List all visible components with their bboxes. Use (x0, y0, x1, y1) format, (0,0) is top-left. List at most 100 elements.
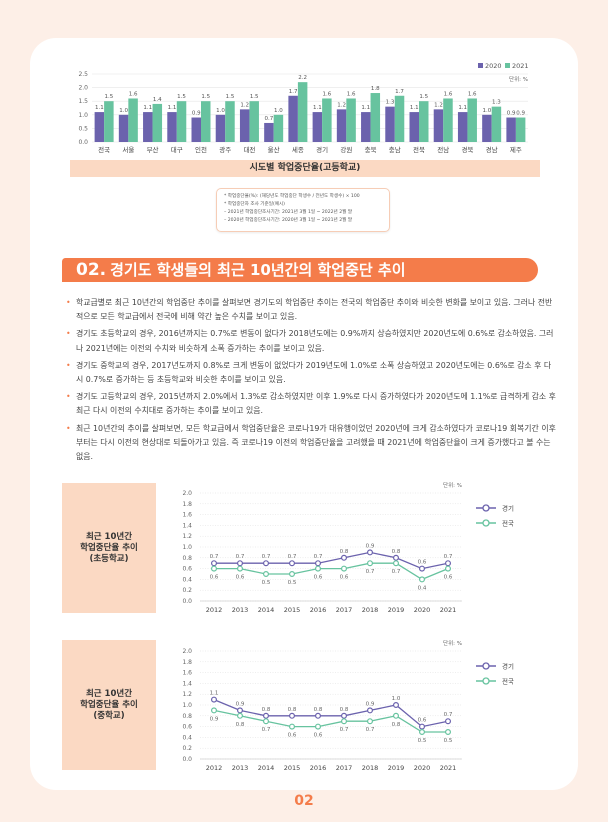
bar-2021 (176, 101, 187, 142)
data-point (393, 712, 400, 719)
bar-value-label: 0.7 (265, 116, 274, 122)
middle-chart-label: 최근 10년간 학업중단율 추이 (중학교) (62, 640, 156, 770)
bar-2021 (346, 98, 356, 142)
bar-2020 (385, 106, 395, 142)
y-tick-label: 1.4 (182, 522, 192, 529)
unit-label: 단위: % (443, 639, 462, 647)
bar-value-label: 1.2 (240, 102, 249, 108)
x-tick-label: 2016 (310, 606, 327, 614)
x-tick-label: 2019 (388, 764, 405, 772)
data-point (263, 712, 270, 719)
x-tick-label: 2017 (336, 606, 353, 614)
bullet-item: 경기도 초등학교의 경우, 2016년까지는 0.7%로 변동이 없다가 201… (66, 327, 556, 355)
y-tick-label: 1.6 (182, 512, 192, 519)
legend-swatch (505, 63, 510, 68)
data-label: 0.9 (366, 543, 375, 549)
bar-value-label: 1.2 (434, 102, 443, 108)
legend-marker (482, 677, 490, 685)
data-point (445, 565, 452, 572)
data-label: 0.7 (262, 554, 271, 560)
bar-value-label: 1.6 (468, 91, 477, 97)
bar-value-label: 1.6 (347, 91, 356, 97)
data-label: 0.6 (418, 560, 427, 566)
legend-label: 경기 (502, 662, 514, 671)
bar-value-label: 1.6 (129, 91, 138, 97)
data-point (367, 718, 374, 725)
data-label: 0.7 (314, 554, 323, 560)
x-tick-label: 전북 (413, 145, 425, 154)
x-tick-label: 충남 (389, 145, 401, 154)
data-label: 0.8 (262, 707, 271, 713)
footnote-box: * 학업중단율(%): (해당년도 학업중단 학생수 / 전년도 학생수) × … (216, 188, 390, 232)
data-label: 0.8 (340, 707, 349, 713)
series-line-전국 (214, 562, 449, 581)
bar-value-label: 1.1 (458, 105, 467, 111)
x-tick-label: 2013 (232, 606, 249, 614)
bar-2020 (143, 112, 153, 142)
data-point (393, 701, 400, 708)
bar-2020 (288, 95, 298, 142)
note-line: * 학업중단율(%): (해당년도 학업중단 학생수 / 전년도 학생수) × … (224, 194, 360, 199)
data-point (393, 554, 400, 561)
section-title: 경기도 학생들의 최근 10년간의 학업중단 추이 (110, 261, 406, 279)
bar-2021 (491, 106, 502, 142)
bar-2020 (482, 114, 492, 142)
bar-value-label: 1.7 (289, 89, 298, 95)
data-label: 0.8 (392, 549, 401, 555)
bar-value-label: 1.3 (386, 100, 395, 106)
x-tick-label: 2013 (232, 764, 249, 772)
data-label: 0.7 (444, 554, 453, 560)
x-tick-label: 2014 (258, 764, 275, 772)
x-tick-label: 2012 (206, 764, 223, 772)
bar-2020 (361, 112, 371, 142)
data-label: 0.8 (392, 722, 401, 728)
bar-2020 (239, 109, 250, 142)
bar-2020 (457, 112, 468, 142)
y-tick-label: 1.0 (78, 112, 88, 119)
bar-value-label: 1.2 (337, 102, 346, 108)
x-tick-label: 충북 (365, 145, 377, 154)
data-label: 0.6 (288, 733, 297, 739)
data-label: 0.6 (314, 733, 323, 739)
bar-2020 (506, 117, 516, 142)
bar-value-label: 0.9 (507, 111, 516, 117)
bar-2020 (433, 109, 444, 142)
data-point (315, 723, 322, 730)
data-label: 0.7 (262, 727, 271, 733)
y-tick-label: 0.8 (182, 555, 192, 562)
x-tick-label: 경북 (461, 145, 473, 154)
bullet-item: 경기도 중학교의 경우, 2017년도까지 0.8%로 크게 변동이 없었다가 … (66, 359, 556, 387)
section-header: 02. 경기도 학생들의 최근 10년간의 학업중단 추이 (62, 258, 538, 282)
bar-value-label: 1.1 (361, 105, 370, 111)
bar-value-label: 1.6 (322, 91, 331, 97)
y-tick-label: 0.0 (78, 139, 88, 146)
y-tick-label: 0.6 (182, 724, 192, 731)
bar-2020 (215, 114, 226, 142)
legend-label: 전국 (502, 677, 514, 686)
bar-2021 (273, 114, 284, 142)
bullet-item: 최근 10년간의 추이를 살펴보면, 모든 학교급에서 학업중단율은 코로나19… (66, 422, 556, 465)
x-tick-label: 2017 (336, 764, 353, 772)
data-label: 0.7 (288, 554, 297, 560)
x-tick-label: 경기 (316, 145, 328, 154)
bar-2020 (312, 112, 323, 142)
data-point (419, 728, 426, 735)
bar-value-label: 1.0 (274, 108, 283, 114)
bar-value-label: 1.3 (492, 100, 501, 106)
data-point (445, 728, 452, 735)
data-label: 0.7 (366, 727, 375, 733)
y-tick-label: 0.6 (182, 566, 192, 573)
bar-value-label: 1.1 (143, 105, 152, 111)
data-point (289, 723, 296, 730)
data-label: 1.1 (210, 691, 219, 697)
bar-value-label: 1.1 (95, 105, 104, 111)
legend-label: 2020 (485, 62, 502, 70)
bar-2020 (118, 114, 129, 142)
elementary-chart-label: 최근 10년간 학업중단율 추이 (초등학교) (62, 483, 156, 613)
data-point (367, 560, 374, 567)
series-line-전국 (213, 709, 448, 733)
y-tick-label: 1.2 (182, 691, 192, 698)
y-tick-label: 1.0 (182, 702, 192, 709)
x-tick-label: 전남 (437, 145, 449, 154)
bar-value-label: 0.9 (516, 111, 525, 117)
